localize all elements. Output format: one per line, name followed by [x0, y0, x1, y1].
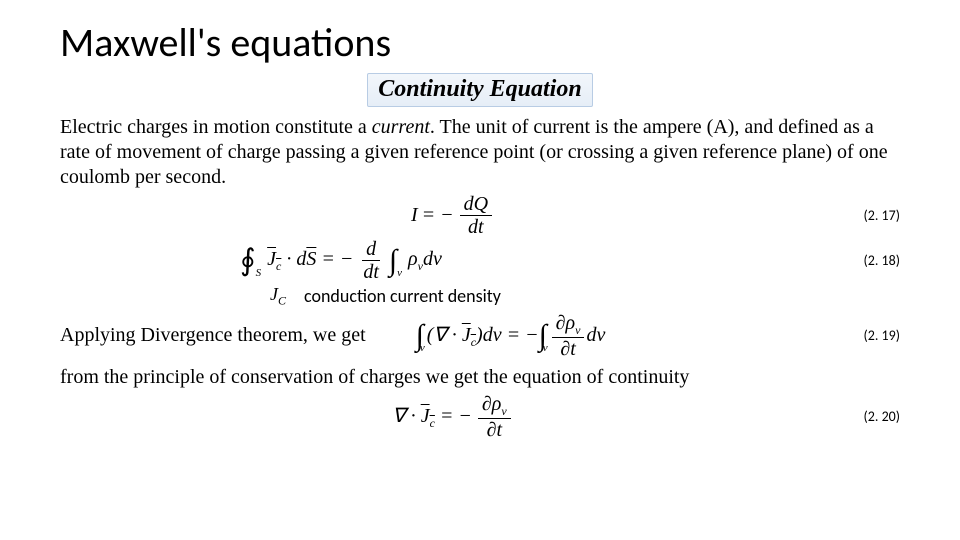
oint-icon: ∮ [240, 249, 256, 273]
jc-definition: JC conduction current density [270, 284, 900, 309]
jc-text: conduction current density [304, 285, 501, 307]
eq219-label: (2. 19) [845, 327, 900, 344]
jc-sub: C [278, 294, 286, 308]
eq220-num: ∂ρv [478, 394, 511, 419]
paragraph-1: Electric charges in motion constitute a … [60, 115, 900, 190]
eq217-eq: = − [422, 204, 454, 227]
eq218-rho: ρvdv [408, 248, 442, 274]
para1-em: current [372, 116, 430, 138]
equation-2-20-row: ∇ · Jc = − ∂ρv ∂t (2. 20) [60, 394, 900, 440]
int-sub: v [397, 267, 402, 279]
eq219-num: ∂ρv [552, 313, 585, 338]
equation-2-19: ∫v (∇ · Jc)dv = − ∫v ∂ρv ∂t dv [416, 313, 606, 359]
paragraph-3: from the principle of conservation of ch… [60, 365, 900, 390]
equation-2-17-row: I = − dQ dt (2. 17) [60, 194, 900, 237]
int-icon: ∫ [389, 249, 397, 273]
eq217-num: dQ [460, 194, 492, 216]
para1-a: Electric charges in motion constitute a [60, 116, 372, 138]
eq218-label: (2. 18) [845, 252, 900, 269]
eq220-label: (2. 20) [845, 408, 900, 425]
eq218-den1: dt [359, 261, 383, 282]
jc-sym: J [270, 284, 278, 304]
eq218-frac1: d dt [359, 239, 383, 282]
paragraph-2: Applying Divergence theorem, we get [60, 323, 366, 348]
eq217-den: dt [464, 216, 488, 237]
eq219-den: ∂t [556, 338, 579, 359]
eq220-den: ∂t [483, 419, 506, 440]
equation-2-17: I = − dQ dt [411, 194, 494, 237]
eq217-label: (2. 17) [845, 207, 900, 224]
eq217-frac: dQ dt [460, 194, 492, 237]
subtitle: Continuity Equation [367, 73, 592, 107]
eq218-num1: d [362, 239, 380, 261]
page-title: Maxwell's equations [60, 18, 900, 67]
eq220-lhs: ∇ · Jc = − [392, 403, 472, 431]
eq217-lhs: I [411, 204, 418, 227]
int-sub-2: v [420, 342, 425, 354]
subtitle-wrap: Continuity Equation [60, 73, 900, 107]
divergence-row: Applying Divergence theorem, we get ∫v (… [60, 313, 900, 359]
jc-symbol: JC [270, 284, 286, 309]
equation-2-18: ∮S Jc · dS = − d dt ∫v ρvdv [240, 239, 442, 282]
equation-2-20: ∇ · Jc = − ∂ρv ∂t [392, 394, 512, 440]
equation-2-18-row: ∮S Jc · dS = − d dt ∫v ρvdv (2. 18) [60, 239, 900, 282]
eq219-dv: dv [586, 324, 605, 347]
oint-sub: S [256, 267, 262, 279]
eq218-jc: Jc · dS = − [267, 248, 353, 274]
eq220-frac: ∂ρv ∂t [478, 394, 511, 440]
eq219-frac: ∂ρv ∂t [552, 313, 585, 359]
eq219-lhs: (∇ · Jc)dv = − [427, 322, 539, 350]
int-sub-3: v [543, 342, 548, 354]
slide: Maxwell's equations Continuity Equation … [0, 0, 960, 540]
